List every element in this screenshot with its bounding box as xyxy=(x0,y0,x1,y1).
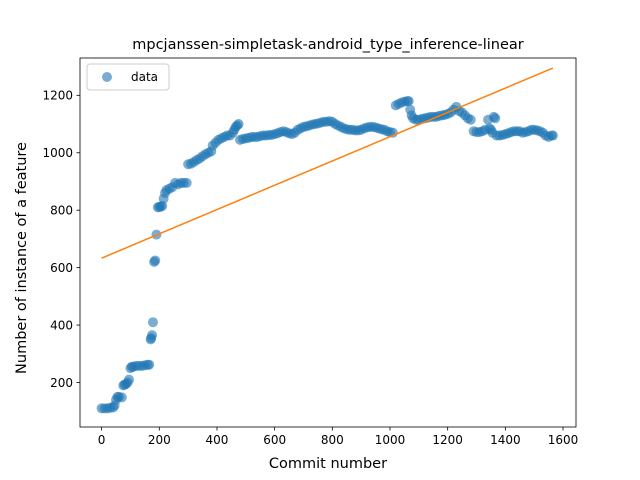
data-point xyxy=(490,113,501,124)
legend-frame xyxy=(86,63,170,91)
x-axis-label: Commit number xyxy=(269,456,387,472)
data-point xyxy=(403,96,414,107)
chart-title: mpcjanssen-simpletask-android_type_infer… xyxy=(132,37,524,53)
legend: data xyxy=(86,63,170,91)
x-tick-label: 1200 xyxy=(432,433,463,447)
data-marks xyxy=(96,67,558,414)
data-point xyxy=(147,317,158,328)
x-tick-label: 600 xyxy=(263,433,286,447)
plot-area xyxy=(79,57,577,428)
x-tick-label: 400 xyxy=(206,433,229,447)
legend-marker xyxy=(102,72,112,82)
y-tick-label: 600 xyxy=(50,261,73,275)
data-point xyxy=(147,330,158,341)
axis-ticks: 0 200 400 600 800 1000 1200 1400 1600 200 400 600 80… xyxy=(42,89,578,447)
y-tick-label: 1200 xyxy=(42,89,73,103)
x-tick-label: 0 xyxy=(98,433,106,447)
y-tick-label: 200 xyxy=(50,376,73,390)
x-tick-label: 800 xyxy=(321,433,344,447)
x-tick-label: 1400 xyxy=(490,433,521,447)
legend-label: data xyxy=(131,70,158,84)
data-point xyxy=(124,374,135,385)
data-point xyxy=(465,114,476,125)
x-tick-label: 200 xyxy=(148,433,171,447)
x-tick-label: 1600 xyxy=(548,433,579,447)
data-point xyxy=(150,255,161,266)
y-tick-label: 400 xyxy=(50,318,73,332)
y-tick-label: 800 xyxy=(50,203,73,217)
plot-frame xyxy=(79,57,577,428)
data-point xyxy=(233,119,244,130)
data-point xyxy=(181,177,192,188)
data-point xyxy=(116,392,127,403)
x-tick-label: 1000 xyxy=(375,433,406,447)
y-tick-label: 1000 xyxy=(42,146,73,160)
data-point xyxy=(144,359,155,370)
fit-line xyxy=(101,67,554,259)
y-axis-label: Number of instance of a feature xyxy=(14,142,30,374)
data-point xyxy=(547,130,558,141)
